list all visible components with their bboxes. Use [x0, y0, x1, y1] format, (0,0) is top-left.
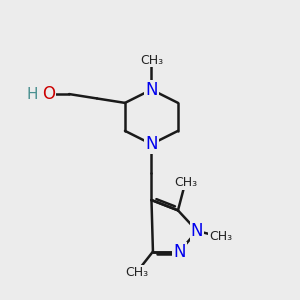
Text: N: N	[173, 243, 186, 261]
Text: CH₃: CH₃	[125, 266, 148, 279]
Text: O: O	[42, 85, 55, 103]
Text: N: N	[145, 81, 158, 99]
Text: CH₃: CH₃	[140, 54, 163, 67]
Text: CH₃: CH₃	[209, 230, 232, 243]
Text: N: N	[191, 222, 203, 240]
Text: CH₃: CH₃	[174, 176, 197, 189]
Text: H: H	[26, 87, 38, 102]
Text: N: N	[145, 135, 158, 153]
